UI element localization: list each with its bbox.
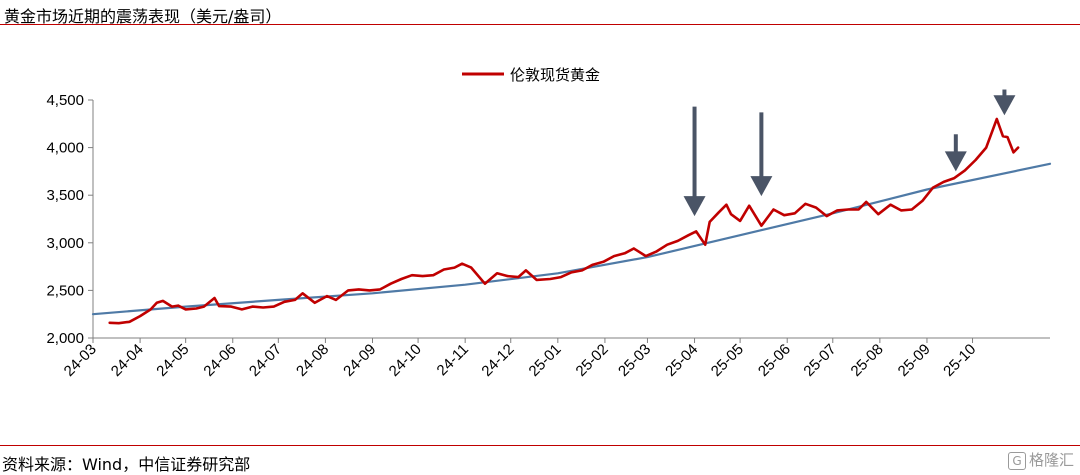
top-rule [0, 24, 1080, 25]
annotation-arrow [683, 106, 706, 217]
series-layer [91, 117, 1052, 325]
y-tick-label: 4,000 [46, 140, 84, 157]
y-tick-label: 4,500 [46, 92, 84, 109]
annotation-arrow [944, 134, 967, 172]
arrow-head [683, 196, 706, 217]
x-tick-label: 24-08 [293, 341, 332, 380]
watermark: G 格隆汇 [1007, 449, 1074, 470]
x-tick-label: 24-09 [340, 341, 379, 380]
annotation-arrow [750, 112, 773, 197]
legend-label-gold-spot: 伦敦现货黄金 [510, 66, 600, 84]
arrow-layer [683, 89, 1016, 217]
y-tick-label: 2,000 [46, 330, 84, 347]
x-tick-label: 24-07 [246, 341, 285, 380]
legend: 伦敦现货黄金 [462, 66, 600, 84]
x-tick-label: 25-01 [526, 341, 565, 380]
source-note: 资料来源：Wind，中信证券研究部 [2, 455, 251, 474]
chart-title: 黄金市场近期的震荡表现（美元/盎司） [4, 7, 282, 26]
x-tick-label: 24-11 [434, 341, 472, 379]
x-tick-label: 25-05 [708, 341, 747, 380]
annotation-arrow [993, 89, 1016, 116]
arrow-head [750, 176, 773, 197]
arrow-head [944, 151, 967, 172]
x-tick-label: 25-10 [940, 341, 979, 380]
chart-axes [88, 99, 1050, 343]
x-tick-label: 25-04 [662, 341, 701, 380]
x-tick-label: 25-06 [755, 341, 794, 380]
y-tick-label: 3,500 [46, 187, 84, 204]
x-tick-label: 24-12 [478, 341, 517, 380]
y-tick-label: 2,500 [46, 282, 84, 299]
x-tick-label: 24-04 [108, 341, 147, 380]
x-tick-label: 24-06 [200, 341, 239, 380]
x-tick-label: 25-03 [615, 341, 654, 380]
x-tick-label: 25-07 [800, 341, 839, 380]
x-tick-label: 25-09 [895, 341, 934, 380]
x-tick-label: 25-02 [573, 341, 612, 380]
x-tick-labels: 24-03 24-04 24-05 24-06 24-07 24-08 24-09 24-10… [61, 341, 980, 380]
y-tick-label: 3,000 [46, 235, 84, 252]
series-line-trend [91, 162, 1052, 316]
x-tick-label: 24-05 [153, 341, 192, 380]
x-tick-label: 24-10 [386, 341, 425, 380]
bottom-rule [0, 445, 1080, 446]
watermark-text: 格隆汇 [1028, 451, 1074, 469]
arrow-head [993, 95, 1016, 116]
series-line-gold-spot [108, 117, 1020, 325]
x-tick-label: 25-08 [848, 341, 887, 380]
gold-price-chart: 2,000 2,500 3,000 3,500 4,000 4,500 24-03 24-0… [46, 66, 1052, 380]
y-tick-labels: 2,000 2,500 3,000 3,500 4,000 4,500 [46, 92, 84, 347]
watermark-logo-icon: G [1007, 452, 1026, 470]
